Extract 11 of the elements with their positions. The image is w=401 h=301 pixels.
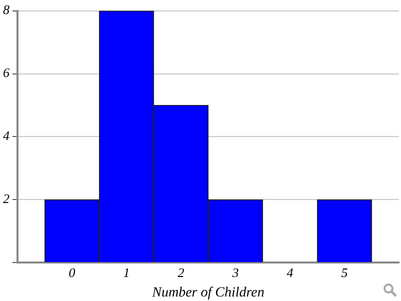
x-tick-label: 0	[68, 264, 76, 280]
x-tick-label: 4	[286, 264, 294, 280]
y-tick-label: 2	[3, 191, 10, 206]
y-tick-label: 4	[3, 128, 10, 144]
x-tick-label: 2	[178, 264, 185, 280]
y-tick-label: 6	[3, 65, 10, 80]
y-tick-label: 8	[3, 2, 10, 18]
x-tick-label: 5	[341, 264, 348, 280]
x-axis-title: Number of Children	[151, 285, 264, 300]
x-tick-label: 1	[123, 264, 130, 280]
x-tick-label: 3	[231, 264, 240, 280]
